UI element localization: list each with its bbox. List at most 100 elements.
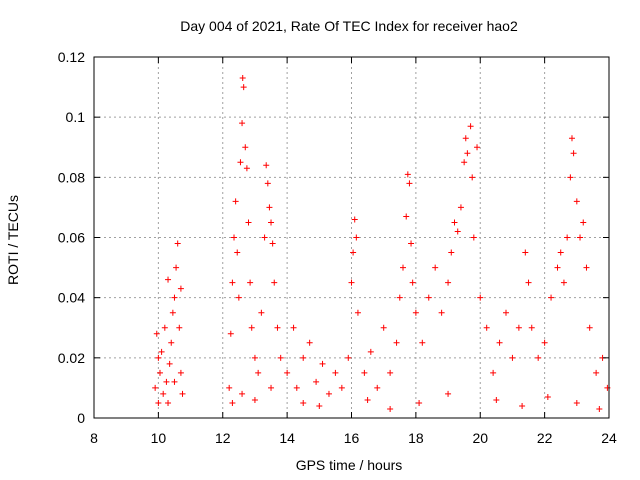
data-point bbox=[457, 204, 464, 211]
data-point bbox=[522, 249, 529, 256]
x-tick-label: 24 bbox=[601, 430, 617, 446]
data-point bbox=[300, 399, 307, 406]
data-point bbox=[240, 84, 247, 91]
data-point bbox=[454, 228, 461, 235]
data-point bbox=[445, 390, 452, 397]
data-point bbox=[461, 159, 468, 166]
data-point bbox=[567, 174, 574, 181]
data-point bbox=[548, 294, 555, 301]
data-point bbox=[290, 324, 297, 331]
data-point bbox=[470, 234, 477, 241]
data-point bbox=[400, 264, 406, 271]
data-point bbox=[464, 150, 471, 157]
data-point bbox=[277, 354, 284, 361]
data-point bbox=[152, 384, 159, 391]
data-point bbox=[160, 390, 167, 397]
data-point bbox=[173, 264, 180, 271]
data-point bbox=[161, 324, 168, 331]
data-point bbox=[239, 390, 246, 397]
x-tick-label: 8 bbox=[90, 430, 98, 446]
data-point bbox=[396, 294, 403, 301]
data-point bbox=[268, 384, 275, 391]
data-point bbox=[174, 240, 181, 247]
y-tick-label: 0.02 bbox=[58, 350, 85, 366]
x-tick-label: 16 bbox=[344, 430, 360, 446]
data-point bbox=[490, 369, 497, 376]
data-point bbox=[266, 204, 273, 211]
data-point bbox=[239, 120, 246, 127]
data-point bbox=[313, 378, 320, 385]
y-axis-ticks: 0 0.02 0.04 0.06 0.08 0.1 0.12 bbox=[58, 49, 609, 426]
data-point bbox=[367, 348, 374, 355]
data-point bbox=[351, 216, 358, 223]
data-point bbox=[247, 279, 254, 286]
data-point bbox=[235, 294, 242, 301]
data-point bbox=[226, 384, 233, 391]
x-tick-label: 12 bbox=[215, 430, 231, 446]
data-point bbox=[263, 162, 270, 169]
data-point bbox=[568, 135, 575, 142]
data-point bbox=[445, 279, 452, 286]
data-point bbox=[168, 339, 175, 346]
data-point bbox=[477, 294, 484, 301]
data-point bbox=[403, 213, 410, 220]
data-point bbox=[496, 339, 503, 346]
data-point bbox=[404, 171, 411, 178]
data-point bbox=[261, 234, 268, 241]
data-point bbox=[573, 198, 580, 205]
data-point bbox=[239, 75, 246, 82]
data-point bbox=[229, 279, 236, 286]
data-point bbox=[271, 279, 278, 286]
y-tick-label: 0.08 bbox=[58, 169, 85, 185]
data-point bbox=[583, 264, 590, 271]
data-point bbox=[171, 378, 178, 385]
data-point bbox=[544, 393, 551, 400]
data-point bbox=[177, 369, 184, 376]
data-point bbox=[155, 354, 162, 361]
data-point bbox=[350, 249, 357, 256]
data-point bbox=[483, 324, 490, 331]
data-point bbox=[580, 219, 587, 226]
data-point bbox=[528, 324, 535, 331]
data-point bbox=[354, 309, 361, 316]
data-point bbox=[237, 159, 244, 166]
data-point bbox=[293, 384, 300, 391]
data-point bbox=[245, 219, 252, 226]
x-tick-label: 18 bbox=[408, 430, 424, 446]
data-point bbox=[364, 396, 371, 403]
x-tick-label: 22 bbox=[537, 430, 553, 446]
y-tick-label: 0.1 bbox=[66, 109, 86, 125]
data-point bbox=[387, 369, 394, 376]
data-point bbox=[519, 402, 526, 409]
data-point bbox=[155, 399, 162, 406]
x-tick-label: 20 bbox=[472, 430, 488, 446]
data-point bbox=[348, 279, 355, 286]
data-point bbox=[361, 369, 368, 376]
data-point bbox=[557, 249, 564, 256]
data-point bbox=[451, 219, 458, 226]
data-point bbox=[593, 369, 600, 376]
data-point bbox=[268, 219, 275, 226]
data-point bbox=[229, 399, 236, 406]
data-point bbox=[179, 390, 186, 397]
data-point bbox=[503, 309, 509, 316]
data-point bbox=[316, 402, 323, 409]
data-point bbox=[525, 279, 532, 286]
data-point bbox=[438, 309, 445, 316]
data-point bbox=[176, 324, 183, 331]
data-point bbox=[325, 390, 332, 397]
data-point bbox=[416, 399, 423, 406]
data-point bbox=[163, 378, 170, 385]
data-point bbox=[509, 354, 516, 361]
data-point bbox=[284, 369, 291, 376]
data-point bbox=[577, 234, 584, 241]
data-point bbox=[380, 324, 387, 331]
data-point bbox=[448, 249, 455, 256]
data-point bbox=[573, 399, 580, 406]
data-point bbox=[570, 150, 577, 157]
data-point bbox=[158, 348, 165, 355]
data-point bbox=[406, 180, 413, 187]
x-axis-label: GPS time / hours bbox=[296, 457, 403, 473]
data-point bbox=[412, 309, 419, 316]
